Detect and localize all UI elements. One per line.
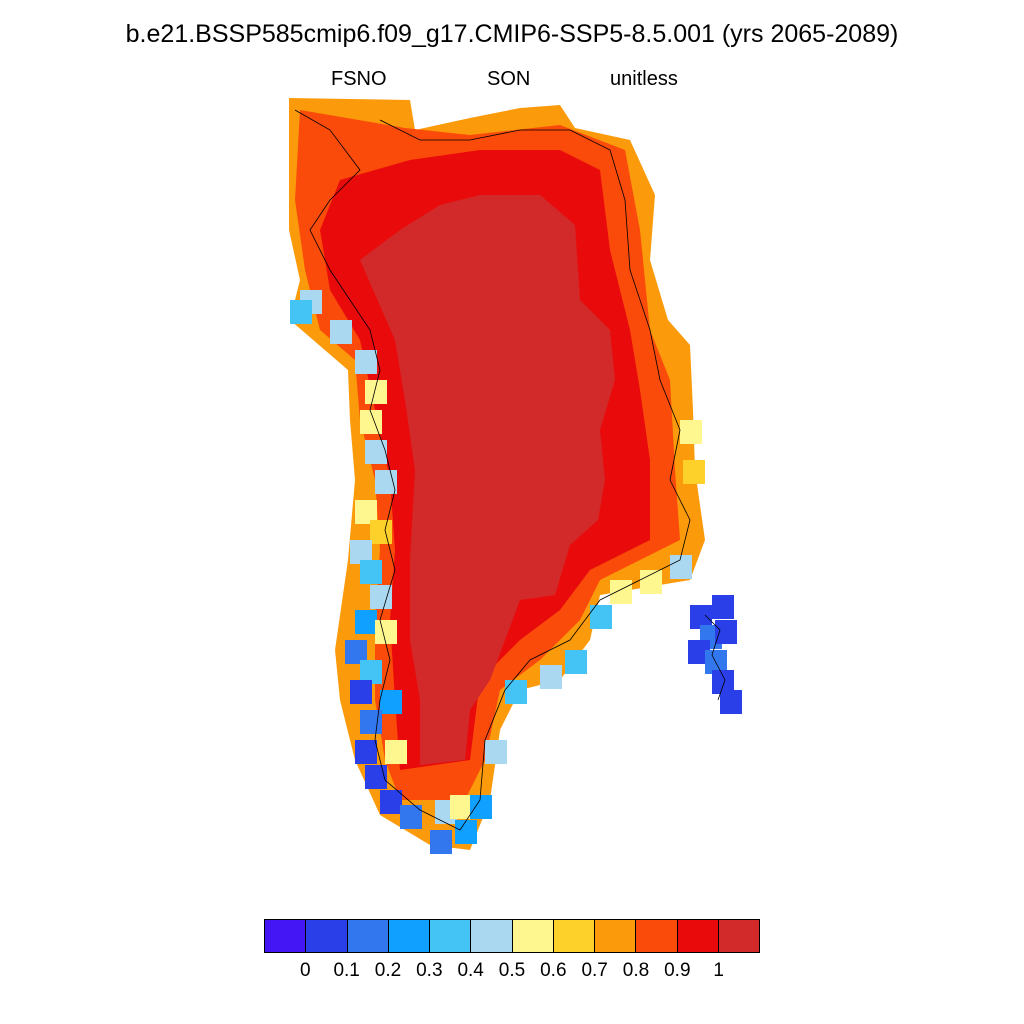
grid-cell [712,595,734,619]
grid-cell [400,805,422,829]
colorbar-swatch [718,920,759,952]
grid-cell [690,605,712,629]
colorbar-swatch [553,920,595,952]
colorbar-tick-label: 0.4 [457,960,484,981]
colorbar-swatch [512,920,554,952]
colorbar-swatch [595,920,637,952]
grid-cell [370,520,392,544]
variable-label: FSNO [331,68,387,90]
coastline [294,109,726,831]
grid-cell [712,670,734,694]
grid-cell [590,605,612,629]
colorbar-tick-label: 0.3 [416,960,443,981]
grid-cell [345,640,367,664]
grid-cell [683,460,705,484]
grid-cell [430,830,452,854]
grid-cell [688,640,710,664]
colorbar-tick-label: 0.7 [581,960,608,981]
grid-cell [540,665,562,689]
colorbar-swatch [265,920,307,952]
grid-cell [380,790,402,814]
colorbar-tick-label: 0.1 [333,960,360,981]
colorbar-swatch [471,920,513,952]
grid-cell [355,740,377,764]
colorbar-swatch [677,920,719,952]
colorbar-swatch [636,920,678,952]
colorbar [264,919,760,953]
grid-cell [375,620,397,644]
grid-cell [360,560,382,584]
grid-cell [375,470,397,494]
grid-cell [365,440,387,464]
grid-cell [450,795,472,819]
grid-cell [670,555,692,579]
grid-cell [455,820,477,844]
grid-cell [640,570,662,594]
grid-cell [355,350,377,374]
colorbar-tick-label: 0.9 [664,960,691,981]
colorbar-swatch [430,920,472,952]
island-coastline [704,614,726,701]
grid-cell [470,795,492,819]
grid-cell [360,660,382,684]
colorbar-swatch [347,920,389,952]
colorbar-labels: 0 0.1 0.2 0.3 0.4 0.5 0.6 0.7 0.8 0.9 1 [0,960,1024,984]
colorbar-swatch [306,920,348,952]
grid-cell [290,300,312,324]
map-interior [360,195,615,765]
grid-cell [385,740,407,764]
grid-cell [355,500,377,524]
grid-cell [365,765,387,789]
colorbar-tick-label: 0 [300,960,311,981]
grid-cell [365,380,387,404]
colorbar-tick-label: 0.5 [498,960,526,981]
grid-cell [610,580,632,604]
units-label: unitless [610,68,678,90]
colorbar-tick-label: 1 [713,960,724,981]
grid-cell [350,680,372,704]
grid-cell [330,320,352,344]
grid-cell [505,680,527,704]
plot-title: b.e21.BSSP585cmip6.f09_g17.CMIP6-SSP5-8.… [125,20,899,48]
grid-cell [380,690,402,714]
grid-cell [720,690,742,714]
grid-cell [680,420,702,444]
grid-cell [370,585,392,609]
colorbar-tick-label: 0.6 [540,960,567,981]
grid-cell [355,610,377,634]
ice-sheet-interior [360,195,615,765]
colorbar-swatch [388,920,430,952]
colorbar-tick-label: 0.8 [622,960,650,981]
grid-cell [565,650,587,674]
grid-cell [485,740,507,764]
greenland-coastline [294,109,691,831]
season-label: SON [487,68,531,90]
colorbar-tick-label: 0.2 [374,960,402,981]
grid-cell [350,540,372,564]
grid-cell [715,620,737,644]
